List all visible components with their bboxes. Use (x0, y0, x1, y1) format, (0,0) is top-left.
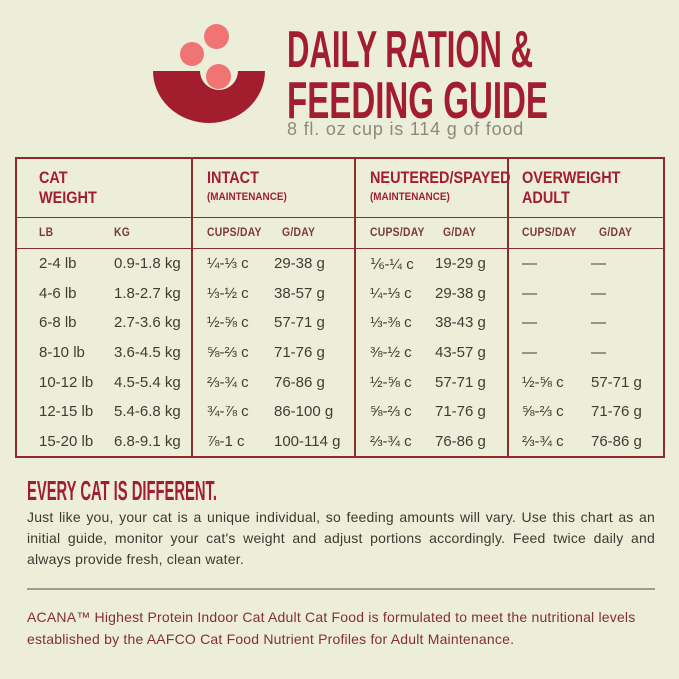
cell-lb: 8-10 lb (39, 344, 85, 362)
cell-neutered-g: 29-38 g (435, 284, 486, 302)
col-header-cat-weight: CAT WEIGHT (17, 159, 191, 218)
cell-neutered-cups: ⅜-½ c (354, 337, 433, 368)
cell-intact-g: 57-71 g (274, 314, 325, 332)
col-header-neutered-spayed: NEUTERED/SPAYED (MAINTENANCE) (354, 159, 511, 218)
cell-overweight-g: — (591, 255, 606, 273)
cell-overweight-cups: — (507, 308, 589, 338)
title-line-1: DAILY RATION & (287, 24, 533, 79)
feeding-advice-paragraph: Just like you, your cat is a unique indi… (27, 509, 655, 567)
cell-overweight-cups: — (507, 337, 589, 368)
cell-neutered-cups: ⅙-¼ c (354, 249, 433, 279)
cell-overweight-g: 71-76 g (591, 403, 642, 421)
cell-intact-cups: ⅓-½ c (191, 278, 272, 309)
subheader-overweight-g: G/DAY (589, 218, 663, 249)
cell-intact-g: 76-86 g (274, 373, 325, 391)
cell-neutered-cups: ⅓-⅜ c (354, 308, 433, 338)
cell-intact-g: 38-57 g (274, 284, 325, 302)
cell-neutered-cups: ⅝-⅔ c (354, 396, 433, 427)
cell-lb: 4-6 lb (39, 284, 77, 302)
cell-intact-cups: ⅝-⅔ c (191, 337, 272, 368)
cell-kg: 6.8-9.1 kg (114, 432, 181, 450)
header-text: INTACT (207, 168, 259, 187)
cell-intact-g: 86-100 g (274, 403, 334, 421)
page-title: DAILY RATION & FEEDING GUIDE (287, 24, 548, 124)
cell-overweight-cups: — (507, 249, 589, 279)
cell-neutered-g: 71-76 g (435, 403, 486, 421)
section-divider (27, 588, 655, 590)
subheader-neutered-g: G/DAY (433, 218, 507, 249)
cell-lb: 6-8 lb (39, 314, 77, 332)
kibble-icon (180, 42, 204, 66)
cell-overweight-cups: ½-⅝ c (507, 367, 589, 397)
col-header-intact: INTACT (MAINTENANCE) (191, 159, 354, 218)
cell-neutered-g: 57-71 g (435, 373, 486, 391)
subheader-lb: LB (17, 218, 112, 249)
cell-intact-g: 29-38 g (274, 255, 325, 273)
cell-overweight-g: 57-71 g (591, 373, 642, 391)
cell-neutered-g: 76-86 g (435, 432, 486, 450)
cell-overweight-g: 76-86 g (591, 432, 642, 450)
header-text: OVERWEIGHT (522, 168, 621, 187)
cell-neutered-g: 43-57 g (435, 344, 486, 362)
cell-neutered-cups: ¼-⅓ c (354, 278, 433, 309)
feeding-table: CAT WEIGHT INTACT (MAINTENANCE) NEUTERED… (15, 157, 665, 459)
cell-intact-cups: ⅔-¾ c (191, 367, 272, 397)
kibble-icon (204, 24, 229, 49)
cell-neutered-cups: ⅔-¾ c (354, 426, 433, 457)
cell-lb: 15-20 lb (39, 432, 94, 450)
header-text: ADULT (522, 188, 570, 207)
cell-lb: 12-15 lb (39, 403, 94, 421)
cell-kg: 3.6-4.5 kg (114, 344, 181, 362)
cell-kg: 0.9-1.8 kg (114, 255, 181, 273)
header-text: NEUTERED/SPAYED (370, 168, 511, 187)
cell-neutered-g: 19-29 g (435, 255, 486, 273)
cell-intact-cups: ¾-⅞ c (191, 396, 272, 427)
cell-neutered-cups: ½-⅝ c (354, 367, 433, 397)
bowl-kibble-icon (0, 0, 280, 140)
every-cat-heading: EVERY CAT IS DIFFERENT. (27, 478, 217, 506)
kibble-icon (206, 64, 231, 89)
aafco-statement: ACANA™ Highest Protein Indoor Cat Adult … (27, 609, 636, 647)
section-heading: EVERY CAT IS DIFFERENT. (27, 478, 217, 506)
subheader-overweight-cups: CUPS/DAY (507, 218, 589, 249)
cup-conversion-note: 8 fl. oz cup is 114 g of food (287, 119, 525, 139)
header-text: WEIGHT (39, 188, 97, 207)
cell-overweight-g: — (591, 344, 606, 362)
cell-intact-cups: ⅞-1 c (191, 426, 272, 457)
cell-overweight-cups: ⅝-⅔ c (507, 396, 589, 427)
cell-overweight-cups: ⅔-¾ c (507, 426, 589, 457)
col-header-overweight-adult: OVERWEIGHT ADULT (507, 159, 663, 218)
subheader-kg: KG (112, 218, 191, 249)
header-note: (MAINTENANCE) (370, 191, 450, 203)
header-text: CAT (39, 168, 68, 187)
cell-intact-cups: ½-⅝ c (191, 308, 272, 338)
title-line-2: FEEDING GUIDE (287, 72, 548, 124)
cell-lb: 2-4 lb (39, 255, 77, 273)
cell-intact-g: 71-76 g (274, 344, 325, 362)
subheader-intact-g: G/DAY (272, 218, 354, 249)
subheader-intact-cups: CUPS/DAY (191, 218, 272, 249)
cell-intact-g: 100-114 g (274, 432, 341, 450)
cell-kg: 1.8-2.7 kg (114, 284, 181, 302)
header-note: (MAINTENANCE) (207, 191, 287, 203)
cell-overweight-cups: — (507, 278, 589, 309)
cell-kg: 2.7-3.6 kg (114, 314, 181, 332)
cell-overweight-g: — (591, 314, 606, 332)
cell-overweight-g: — (591, 284, 606, 302)
cell-lb: 10-12 lb (39, 373, 94, 391)
cell-intact-cups: ¼-⅓ c (191, 249, 272, 279)
cell-kg: 5.4-6.8 kg (114, 403, 181, 421)
cell-neutered-g: 38-43 g (435, 314, 486, 332)
subheader-neutered-cups: CUPS/DAY (354, 218, 433, 249)
cell-kg: 4.5-5.4 kg (114, 373, 181, 391)
